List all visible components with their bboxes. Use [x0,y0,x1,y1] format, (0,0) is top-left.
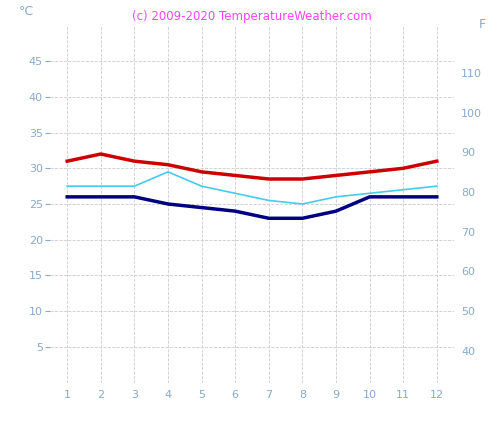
Y-axis label: °C: °C [19,6,34,18]
Title: (c) 2009-2020 TemperatureWeather.com: (c) 2009-2020 TemperatureWeather.com [132,10,372,23]
Y-axis label: F: F [478,18,485,31]
